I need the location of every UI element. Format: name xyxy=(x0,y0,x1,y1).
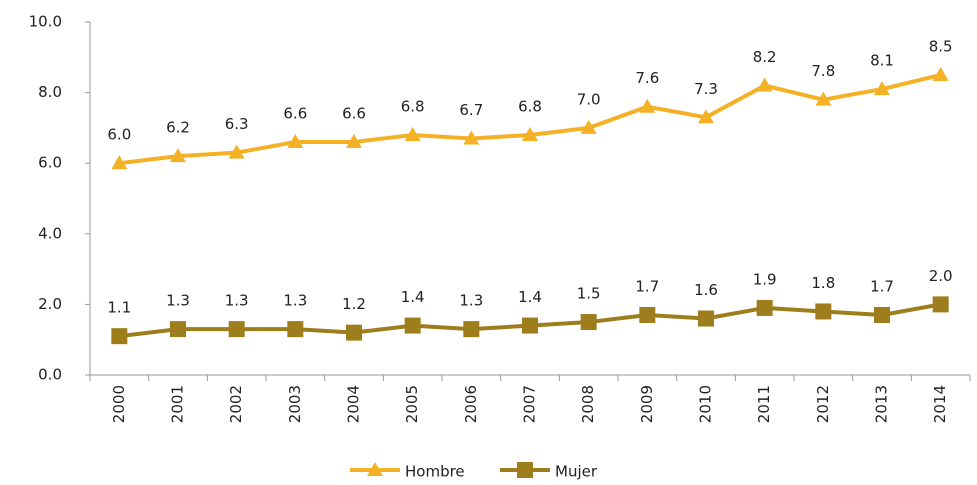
marker xyxy=(287,321,304,338)
marker xyxy=(639,98,656,113)
marker xyxy=(170,148,186,163)
x-tick-label: 2011 xyxy=(755,385,773,423)
x-tick-label: 2001 xyxy=(169,385,187,423)
x-tick-label: 2008 xyxy=(579,385,597,423)
legend-marker xyxy=(367,462,383,476)
y-tick-label: 10.0 xyxy=(29,13,62,31)
marker xyxy=(346,324,362,341)
marker xyxy=(756,299,773,316)
marker xyxy=(932,296,949,313)
data-label: 8.2 xyxy=(753,48,777,66)
data-label: 7.0 xyxy=(577,90,601,108)
marker xyxy=(170,321,186,338)
marker xyxy=(522,126,538,141)
x-tick-label: 2006 xyxy=(462,385,480,423)
x-tick-label: 2000 xyxy=(110,385,128,423)
marker xyxy=(580,314,597,331)
marker xyxy=(287,134,304,149)
data-label: 1.1 xyxy=(107,299,131,317)
data-label: 6.6 xyxy=(283,105,307,123)
legend-label: Hombre xyxy=(405,463,465,481)
data-label: 1.4 xyxy=(401,288,425,306)
marker xyxy=(346,134,362,149)
marker xyxy=(639,306,656,323)
data-label: 7.8 xyxy=(811,62,835,80)
data-label: 1.9 xyxy=(753,270,777,288)
x-tick-label: 2013 xyxy=(873,385,891,423)
x-tick-label: 2003 xyxy=(286,385,304,423)
data-label: 1.7 xyxy=(635,277,659,295)
data-label: 1.3 xyxy=(283,292,307,310)
marker xyxy=(463,130,480,145)
data-label: 1.5 xyxy=(577,285,601,303)
marker xyxy=(111,155,128,170)
marker xyxy=(228,321,245,338)
data-label: 6.6 xyxy=(342,105,366,123)
data-label: 2.0 xyxy=(929,267,953,285)
data-label: 8.1 xyxy=(870,52,894,70)
marker xyxy=(698,310,714,327)
data-label: 6.7 xyxy=(459,101,483,119)
data-label: 1.7 xyxy=(870,277,894,295)
data-label: 1.3 xyxy=(459,292,483,310)
marker xyxy=(874,81,890,96)
x-tick-label: 2014 xyxy=(931,385,949,423)
data-label: 6.8 xyxy=(518,97,542,115)
data-label: 1.8 xyxy=(811,274,835,292)
marker xyxy=(756,77,773,92)
data-label: 1.3 xyxy=(166,292,190,310)
y-tick-label: 2.0 xyxy=(38,295,62,313)
marker xyxy=(932,66,949,81)
marker xyxy=(698,109,714,124)
marker xyxy=(874,306,890,323)
x-tick-label: 2004 xyxy=(345,385,363,423)
marker xyxy=(404,126,421,141)
data-label: 1.2 xyxy=(342,295,366,313)
y-tick-label: 0.0 xyxy=(38,366,62,384)
data-label: 1.4 xyxy=(518,288,542,306)
data-label: 1.6 xyxy=(694,281,718,299)
x-tick-label: 2012 xyxy=(814,385,832,423)
marker xyxy=(404,317,421,334)
marker xyxy=(815,303,832,320)
data-label: 6.0 xyxy=(107,126,131,144)
marker xyxy=(580,119,597,134)
x-tick-label: 2005 xyxy=(403,385,421,423)
x-tick-label: 2009 xyxy=(638,385,656,423)
data-label: 8.5 xyxy=(929,37,953,55)
legend-marker xyxy=(517,462,533,478)
marker xyxy=(228,144,245,159)
data-label: 6.8 xyxy=(401,97,425,115)
marker xyxy=(815,91,832,106)
marker xyxy=(522,317,538,334)
y-tick-label: 4.0 xyxy=(38,224,62,242)
data-label: 1.3 xyxy=(225,292,249,310)
legend-label: Mujer xyxy=(555,463,598,481)
data-label: 6.3 xyxy=(225,115,249,133)
marker xyxy=(111,328,128,345)
y-tick-label: 6.0 xyxy=(38,154,62,172)
x-tick-label: 2007 xyxy=(521,385,539,423)
y-tick-label: 8.0 xyxy=(38,83,62,101)
data-label: 6.2 xyxy=(166,119,190,137)
x-tick-label: 2010 xyxy=(697,385,715,423)
marker xyxy=(463,321,480,338)
x-tick-label: 2002 xyxy=(227,385,245,423)
data-label: 7.6 xyxy=(635,69,659,87)
data-label: 7.3 xyxy=(694,80,718,98)
